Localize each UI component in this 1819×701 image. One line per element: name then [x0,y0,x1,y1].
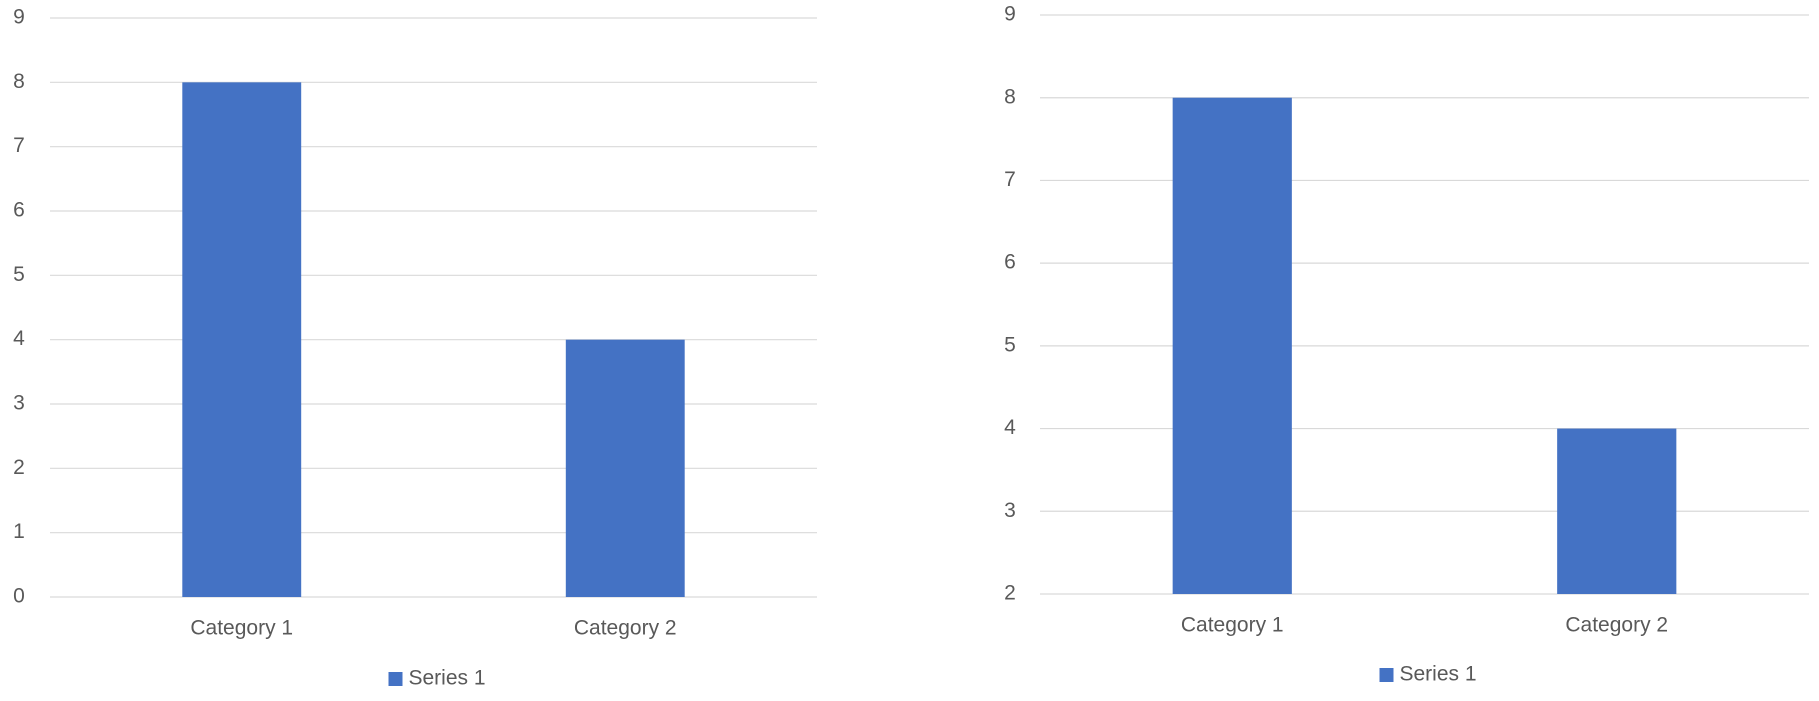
legend-label: Series 1 [1400,663,1477,686]
y-tick-label: 3 [1004,499,1016,522]
y-tick-label: 2 [13,456,25,479]
bar [1172,97,1292,594]
y-tick-label: 7 [13,134,25,157]
y-tick-label: 8 [13,70,25,93]
y-tick-label: 4 [1004,416,1016,439]
y-tick-label: 1 [13,520,25,543]
y-tick-label: 8 [1004,85,1016,108]
bar [182,82,302,598]
x-tick-label: Category 1 [1181,614,1284,637]
bar [565,339,685,597]
x-tick-label: Category 2 [1565,614,1668,637]
bar [1557,428,1677,594]
y-tick-label: 4 [13,327,25,350]
y-tick-label: 3 [13,392,25,415]
y-tick-label: 5 [13,263,25,286]
x-tick-label: Category 2 [574,617,677,640]
y-tick-label: 2 [1004,582,1016,605]
y-tick-label: 9 [13,6,25,29]
y-tick-label: 9 [1004,3,1016,26]
y-tick-label: 5 [1004,333,1016,356]
y-tick-label: 6 [13,199,25,222]
legend-label: Series 1 [409,667,486,690]
x-tick-label: Category 1 [190,617,293,640]
legend-swatch [388,672,403,686]
y-tick-label: 7 [1004,168,1016,191]
y-tick-label: 0 [13,585,25,608]
legend-swatch [1379,668,1394,682]
y-tick-label: 6 [1004,251,1016,274]
